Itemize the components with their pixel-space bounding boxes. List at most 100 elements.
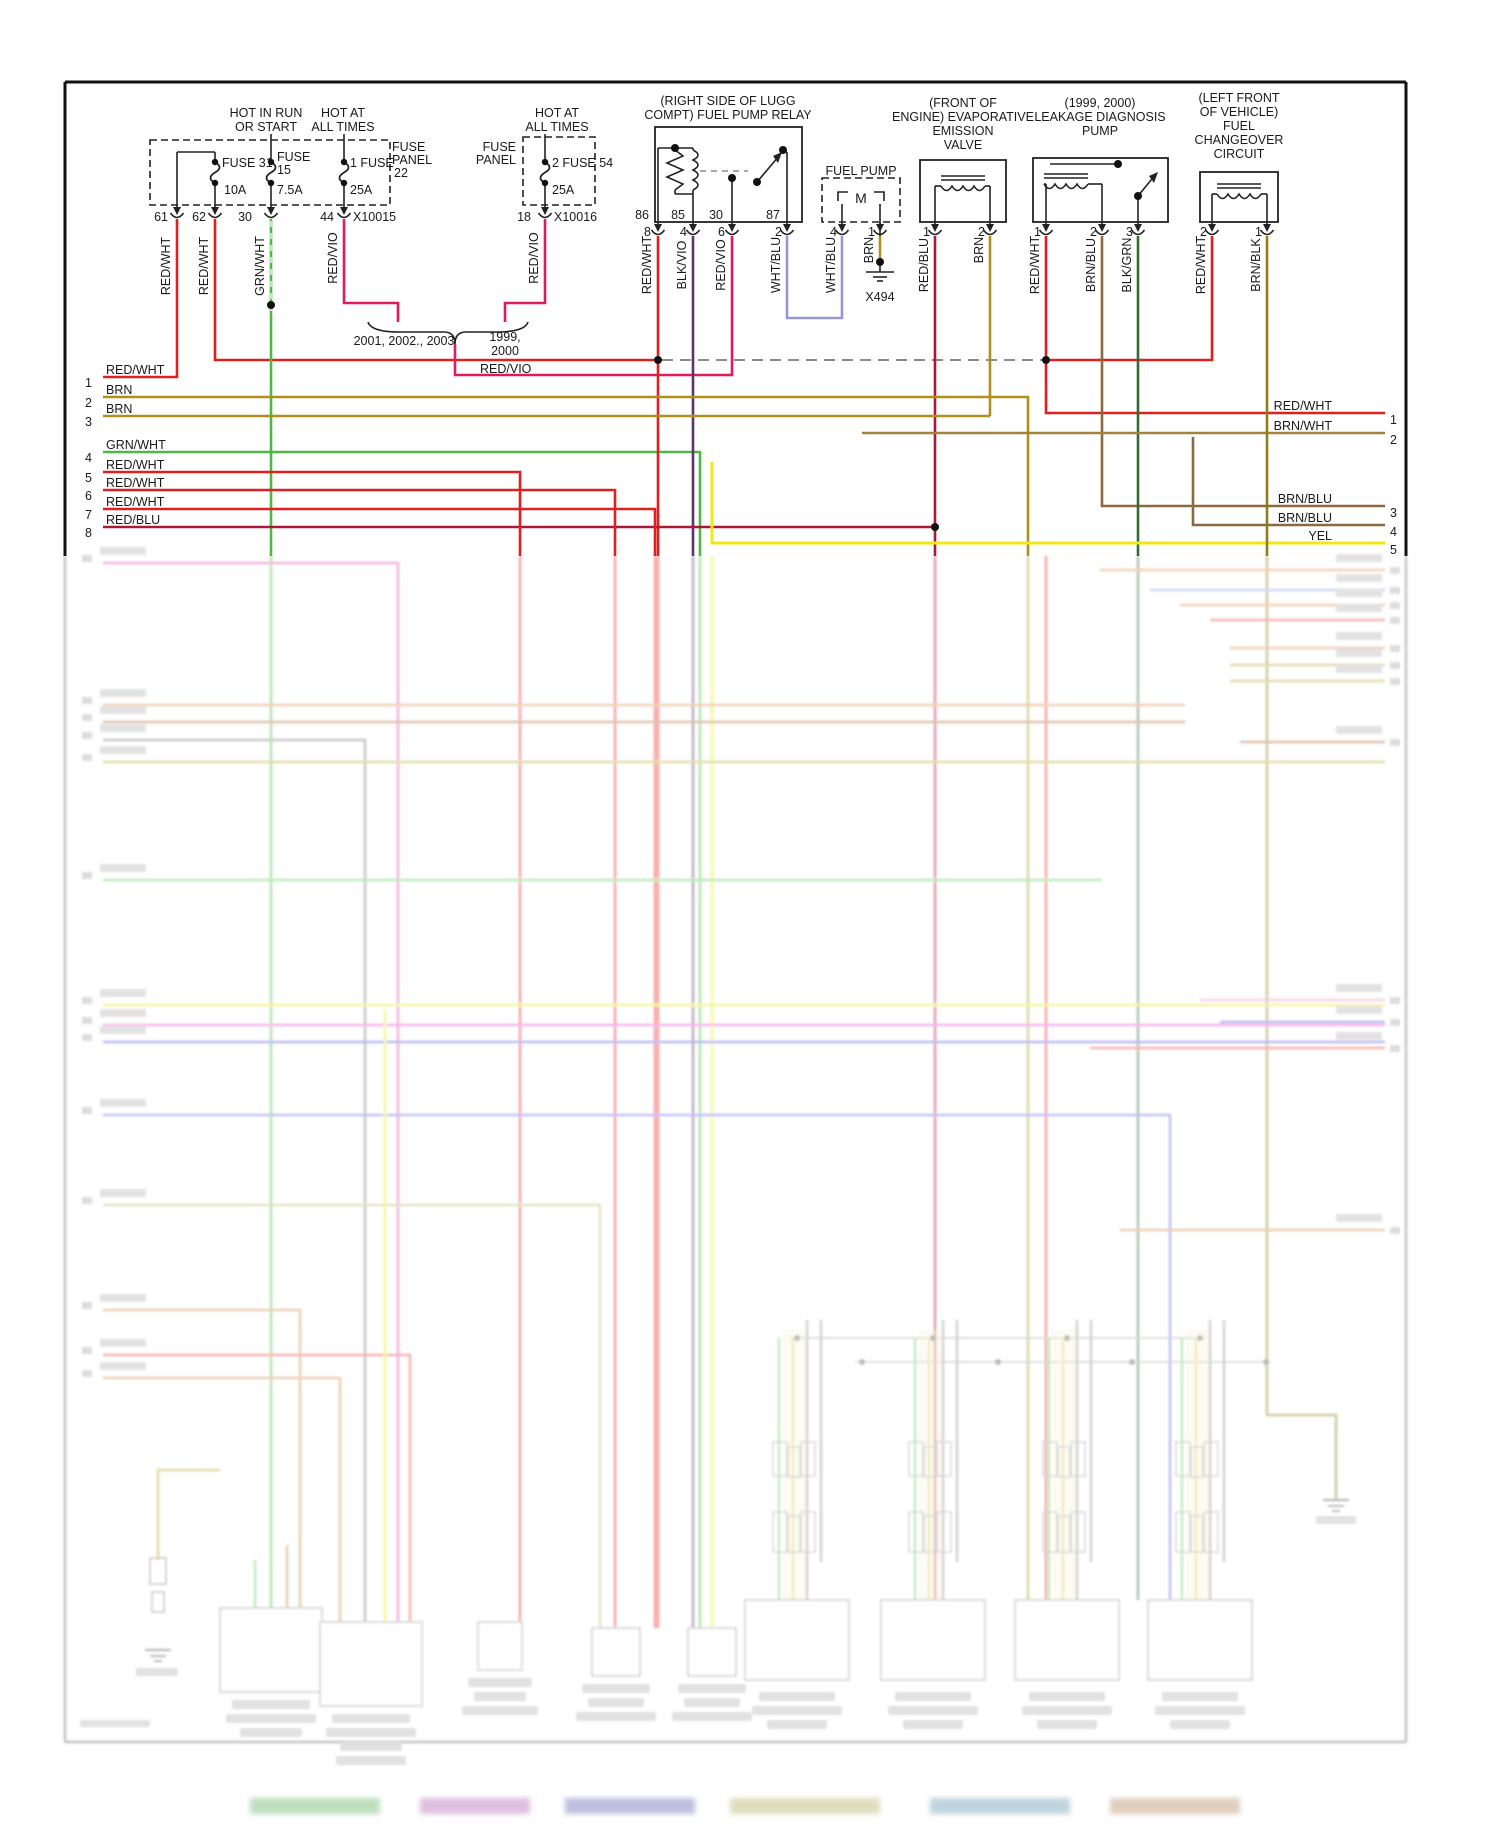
right-row-number-3: 3 (1390, 506, 1397, 520)
wl-relay6: RED/VIO (714, 239, 728, 291)
wire-BB (1100, 236, 1385, 508)
relay-title-1: (RIGHT SIDE OF LUGG (660, 94, 795, 108)
wire-BB (1191, 437, 1385, 527)
faded-pin-connector (1042, 1511, 1058, 1553)
right-row-number-4: 4 (1390, 525, 1397, 539)
illegible-wire-label (1336, 589, 1382, 597)
wl-leak1: RED/WHT (1028, 235, 1042, 294)
illegible-label (136, 1668, 178, 1676)
faded-injector-box (1014, 1599, 1120, 1681)
pin-socket-icon (1094, 229, 1110, 236)
left-row-label-6: RED/WHT (106, 476, 165, 490)
junction-dot (931, 523, 939, 531)
wl-61: RED/WHT (159, 236, 173, 295)
illegible-wire-label (100, 1026, 146, 1034)
hot-at-all-times-b1: HOT AT (535, 106, 579, 120)
faded-color-band (250, 1798, 380, 1814)
junction-dot (753, 178, 761, 186)
left-row-number-3: 3 (85, 415, 92, 429)
wire-RW (103, 507, 657, 556)
faded-component-box (219, 1607, 323, 1693)
illegible-wire-label (1336, 574, 1382, 582)
leakage-pin-3: 3 (1126, 225, 1133, 239)
fuse-15-label-1: FUSE (277, 150, 310, 164)
schematic-line (756, 155, 780, 183)
illegible-row-number (82, 1017, 92, 1024)
bottom-edge-band (250, 1798, 1240, 1814)
illegible-label (332, 1714, 410, 1723)
terminal-18: 18 (517, 210, 531, 224)
pin-arrow-icon (876, 224, 884, 232)
fuse-panel-2-label-1: FUSE (483, 140, 516, 154)
pin-arrow-icon (340, 207, 348, 215)
right-row-label-1: RED/WHT (1274, 399, 1333, 413)
leakage-title-3: PUMP (1082, 124, 1118, 138)
evap-title-4: VALVE (944, 138, 982, 152)
pin-arrow-icon (654, 224, 662, 232)
illegible-label (232, 1700, 310, 1709)
faded-color-band (930, 1798, 1070, 1814)
illegible-row-number (82, 1107, 92, 1114)
illegible-row-number (1390, 617, 1400, 624)
evap-title-2: ENGINE) EVAPORATIVE (892, 110, 1034, 124)
evap-title-3: EMISSION (932, 124, 993, 138)
years-right-1: 1999, (489, 330, 520, 344)
faded-pin-connector (800, 1511, 816, 1553)
faded-pin-connector (936, 1441, 952, 1477)
evap-valve-box (919, 159, 1007, 223)
fuse-panel-2-label-2: PANEL (476, 153, 516, 167)
faded-pin-connector (787, 1515, 801, 1553)
wl-44: RED/VIO (326, 232, 340, 284)
faded-component-box (687, 1627, 737, 1677)
faded-injector-box (1147, 1599, 1253, 1681)
pin-arrow-icon (267, 207, 275, 215)
hot-in-run-2: OR START (235, 120, 297, 134)
illegible-row-number (1390, 997, 1400, 1004)
symbol-path (837, 191, 848, 201)
fuse-54-rating: 25A (552, 183, 575, 197)
illegible-label (1170, 1720, 1230, 1729)
illegible-wire-label (100, 547, 146, 555)
pin-arrow-icon (1042, 224, 1050, 232)
pin-socket-icon (537, 212, 553, 219)
faded-connector (151, 1591, 165, 1613)
illegible-label (588, 1698, 644, 1707)
wl-evap1: RED/BLU (917, 238, 931, 292)
right-row-number-2: 2 (1390, 433, 1397, 447)
connector-x10015: X10015 (353, 210, 396, 224)
fuse-icon (209, 161, 221, 184)
illegible-label (336, 1756, 406, 1765)
illegible-label (474, 1692, 526, 1701)
illegible-label (752, 1706, 842, 1715)
illegible-row-number (82, 1302, 92, 1309)
faded-wire (103, 1376, 342, 1622)
illegible-wire-label (100, 689, 146, 697)
leakage-pin-1: 1 (1034, 225, 1041, 239)
faded-color-band (1110, 1798, 1240, 1814)
fuse-panel-1-label-1: FUSE (392, 140, 425, 154)
illegible-label (326, 1728, 416, 1737)
terminal-44: 44 (320, 210, 334, 224)
left-row-number-4: 4 (85, 451, 92, 465)
illegible-row-number (82, 1347, 92, 1354)
left-row-label-2: BRN (106, 383, 132, 397)
terminal-61: 61 (154, 210, 168, 224)
symbol-path (874, 191, 885, 201)
faded-component-box (319, 1621, 423, 1707)
pin-arrow-icon (1208, 224, 1216, 232)
changeover-title-2: OF VEHICLE) (1200, 105, 1279, 119)
fuel-pump-title: FUEL PUMP (825, 164, 896, 178)
pin-arrow-icon (541, 207, 549, 215)
faded-pin-connector (1057, 1515, 1071, 1553)
fuse-22-label: 1 FUSE (350, 156, 394, 170)
illegible-label (1162, 1692, 1238, 1701)
fuse-panel-1-box (149, 139, 391, 206)
wl-evap2: BRN (972, 237, 986, 263)
junction-dot (654, 356, 662, 364)
motor-m: M (855, 190, 867, 206)
faded-pin-connector (1190, 1515, 1204, 1553)
wl-30: GRN/WHT (253, 236, 267, 296)
fuse-terminal-dot (541, 158, 549, 166)
